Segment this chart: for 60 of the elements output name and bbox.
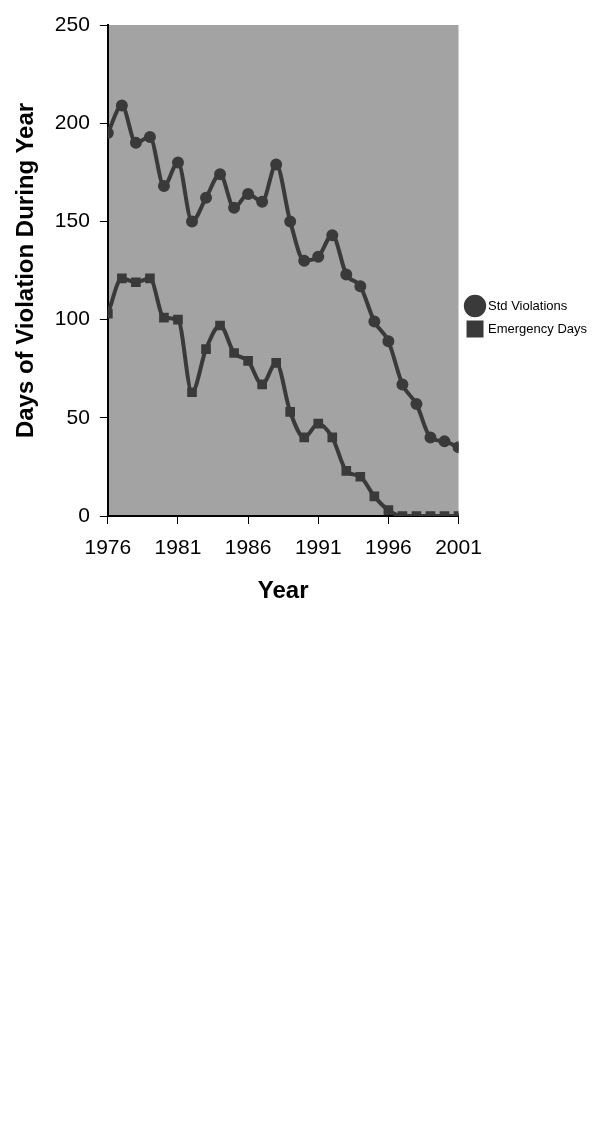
- y-axis-title: Days of Violation During Year: [11, 102, 39, 439]
- x-tick-label: 1976: [84, 535, 132, 559]
- point: [200, 191, 213, 204]
- point: [354, 280, 367, 293]
- point: [215, 320, 225, 331]
- point: [243, 356, 253, 366]
- x-tick-label: 1986: [224, 535, 272, 559]
- point: [369, 491, 380, 502]
- y-tick-label: 0: [78, 502, 90, 526]
- point: [173, 314, 183, 325]
- point: [186, 215, 198, 228]
- x-tick-label: 1996: [365, 535, 412, 559]
- point: [143, 130, 156, 143]
- point: [145, 273, 155, 284]
- point: [327, 432, 338, 443]
- point: [284, 215, 297, 228]
- point: [299, 432, 310, 443]
- point: [159, 312, 169, 323]
- y-tick-label: 200: [54, 110, 90, 133]
- point: [256, 195, 269, 208]
- x-tick-label: 2001: [435, 535, 482, 559]
- point: [271, 357, 281, 368]
- y-tick-label: 50: [66, 404, 90, 428]
- y-tick-label: 100: [54, 306, 90, 330]
- point: [285, 407, 296, 417]
- point: [313, 418, 324, 429]
- point: [131, 277, 141, 288]
- point: [383, 505, 394, 515]
- point: [171, 156, 184, 169]
- x-axis-title: Year: [257, 576, 309, 604]
- x-tick-label: 1991: [294, 535, 342, 559]
- point: [396, 378, 409, 391]
- point: [298, 254, 311, 267]
- point: [312, 250, 325, 263]
- point: [242, 187, 255, 200]
- point: [117, 273, 127, 284]
- point: [214, 168, 227, 181]
- point: [410, 398, 423, 411]
- point: [157, 180, 170, 193]
- y-tick-label: 150: [54, 208, 90, 232]
- point: [355, 471, 366, 482]
- point: [229, 348, 239, 358]
- legend-label: Std Violations: [488, 297, 568, 313]
- point: [270, 158, 283, 171]
- point: [326, 229, 339, 242]
- point: [438, 435, 451, 448]
- point: [341, 466, 352, 476]
- point: [129, 136, 142, 149]
- x-tick-label: 1981: [154, 535, 202, 559]
- point: [187, 387, 197, 398]
- point: [382, 335, 395, 348]
- point: [368, 315, 381, 328]
- legend-label: Emergency Days: [488, 320, 588, 336]
- point: [228, 201, 241, 214]
- point: [257, 379, 267, 390]
- point: [201, 344, 211, 354]
- point: [115, 99, 128, 112]
- y-tick-label: 250: [54, 11, 90, 35]
- point: [424, 431, 437, 444]
- point: [340, 268, 353, 281]
